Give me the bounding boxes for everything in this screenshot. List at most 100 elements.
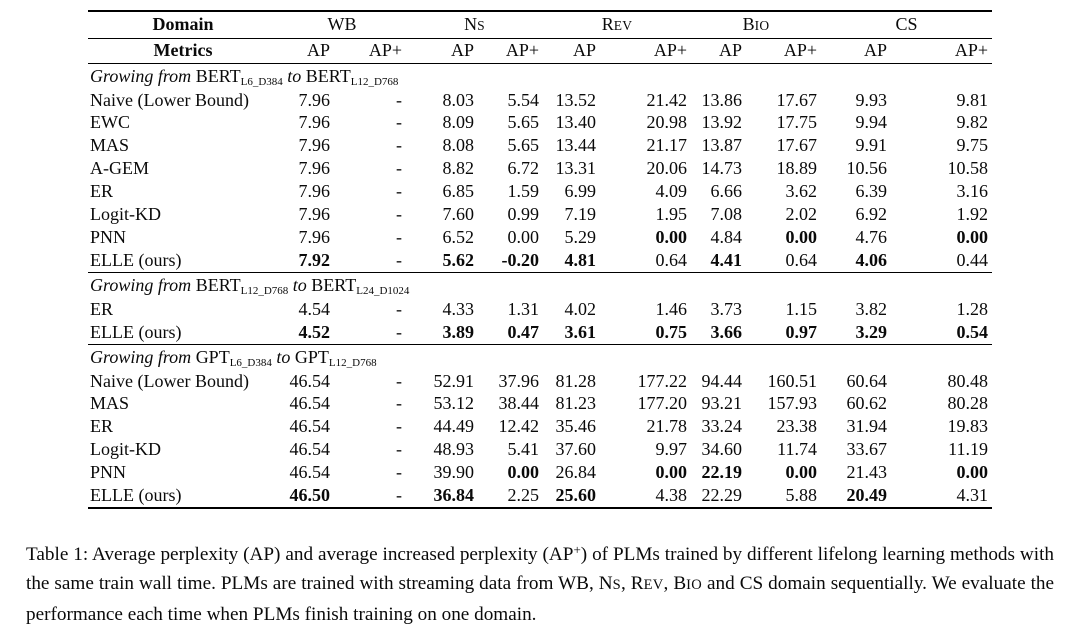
ap-plus-cell: 0.97 <box>785 321 818 342</box>
ap-plus-cell: 4.38 <box>655 485 688 506</box>
ap-plus-cell: 3.16 <box>956 181 989 202</box>
ap-cell: 5.62 <box>442 249 475 270</box>
ap-cell: 21.43 <box>846 462 888 483</box>
model-name: BERT <box>195 274 241 295</box>
ap-plus-cell: - <box>396 321 402 342</box>
group-label-cs: CS <box>895 14 917 34</box>
model-subscript: L12_D768 <box>350 75 399 88</box>
table-row: A-GEM 7.96 - 8.82 6.72 13.31 20.06 14.73 18.89 10… <box>88 157 992 180</box>
group-label-ns-small: S <box>477 18 485 34</box>
metric-header-ap: AP <box>543 38 600 64</box>
ap-cell: 81.28 <box>555 370 597 391</box>
ap-plus-cell: 1.15 <box>785 298 818 319</box>
ap-cell: 13.87 <box>701 135 743 156</box>
ap-plus-cell: 12.42 <box>498 416 540 437</box>
table-row: ELLE (ours) 46.50 - 36.84 2.25 25.60 4.38 22.29… <box>88 484 992 508</box>
ap-cell: 33.24 <box>701 416 743 437</box>
ap-plus-cell: 0.00 <box>785 226 818 247</box>
ap-plus-cell: - <box>396 249 402 270</box>
method-cell: EWC <box>90 112 130 133</box>
group-header-bio: BIO <box>691 11 821 39</box>
ap-plus-cell: 19.83 <box>947 416 989 437</box>
method-cell: ER <box>90 416 114 437</box>
table-row: EWC 7.96 - 8.09 5.65 13.40 20.98 13.92 17.75 9.94… <box>88 111 992 134</box>
caption-smallcaps-small: IO <box>686 577 703 594</box>
group-header-rev: REV <box>543 11 691 39</box>
ap-cell: 3.82 <box>855 298 888 319</box>
metric-header-ap: AP <box>406 38 478 64</box>
metric-header-ap: AP <box>691 38 746 64</box>
ap-plus-cell: - <box>396 370 402 391</box>
ap-cell: 94.44 <box>701 370 743 391</box>
ap-cell: 7.96 <box>298 135 331 156</box>
ap-cell: 7.96 <box>298 181 331 202</box>
ap-cell: 4.52 <box>298 321 331 342</box>
ap-cell: 8.03 <box>442 89 475 110</box>
caption-smallcaps: BIO <box>673 573 702 594</box>
method-cell: PNN <box>90 462 127 483</box>
ap-plus-cell: 1.95 <box>655 204 688 225</box>
ap-plus-cell: 17.75 <box>776 112 818 133</box>
results-table: Domain WB NS REV BIO CS Metrics AP AP+ AP AP+ AP… <box>88 10 992 509</box>
ap-cell: 46.50 <box>289 485 331 506</box>
method-cell: ER <box>90 181 114 202</box>
ap-plus-cell: 1.31 <box>507 298 540 319</box>
ap-cell: 52.91 <box>433 370 475 391</box>
ap-cell: 14.73 <box>701 158 743 179</box>
ap-cell: 4.54 <box>298 298 331 319</box>
model-subscript: L12_D768 <box>240 284 289 297</box>
caption-text: ) of PLMs trained by different lifelong … <box>26 544 1054 595</box>
caption-smallcaps-lead: R <box>630 573 644 595</box>
caption-smallcaps: REV <box>631 573 664 594</box>
ap-cell: 7.96 <box>298 112 331 133</box>
metrics-header-label: Metrics <box>88 38 278 64</box>
ap-plus-cell: 157.93 <box>767 393 818 414</box>
ap-cell: 37.60 <box>555 439 597 460</box>
model-subscript: L6_D384 <box>229 356 272 369</box>
ap-plus-cell: 11.19 <box>948 439 988 460</box>
metric-header-ap-plus: AP+ <box>478 38 543 64</box>
caption-text: , <box>663 573 674 595</box>
metric-header-ap-plus: AP+ <box>334 38 406 64</box>
ap-cell: 48.93 <box>433 439 475 460</box>
domain-header-label: Domain <box>88 11 278 39</box>
model-name: GPT <box>294 346 329 367</box>
ap-cell: 3.89 <box>442 321 475 342</box>
paper-page: Domain WB NS REV BIO CS Metrics AP AP+ AP AP+ AP… <box>26 10 1055 626</box>
ap-plus-cell: 0.00 <box>507 462 540 483</box>
table-row: MAS 7.96 - 8.08 5.65 13.44 21.17 13.87 17.67 9.91… <box>88 134 992 157</box>
ap-cell: 39.90 <box>433 462 475 483</box>
section-title-mid: to <box>282 65 306 86</box>
group-label-wb-lead: WB <box>327 14 357 35</box>
ap-plus-cell: 80.28 <box>947 393 989 414</box>
ap-cell: 93.21 <box>701 393 743 414</box>
caption-text: , <box>621 573 631 595</box>
table-row: ELLE (ours) 4.52 - 3.89 0.47 3.61 0.75 3.66 0.97… <box>88 321 992 344</box>
ap-cell: 8.82 <box>442 158 475 179</box>
ap-plus-cell: - <box>396 204 402 225</box>
ap-cell: 3.61 <box>564 321 597 342</box>
metrics-header-row: Metrics AP AP+ AP AP+ AP AP+ AP AP+ AP AP+ <box>88 38 992 64</box>
ap-plus-cell: 177.20 <box>637 393 688 414</box>
caption-superscript: + <box>573 542 581 558</box>
table-row: MAS 46.54 - 53.12 38.44 81.23 177.20 93.21 157.9… <box>88 392 992 415</box>
ap-plus-cell: 0.44 <box>956 249 989 270</box>
section-title-row: Growing from BERTL6_D384 to BERTL12_D768 <box>88 63 992 89</box>
group-label-cs-lead: CS <box>895 14 918 35</box>
section-title: Growing from BERTL6_D384 to BERTL12_D768 <box>88 63 992 89</box>
domain-header-row: Domain WB NS REV BIO CS <box>88 11 992 39</box>
ap-cell: 46.54 <box>289 462 331 483</box>
ap-cell: 60.64 <box>846 370 888 391</box>
ap-plus-cell: 9.75 <box>956 135 989 156</box>
method-cell: Logit-KD <box>90 439 161 460</box>
ap-cell: 53.12 <box>433 393 475 414</box>
ap-cell: 9.93 <box>855 89 888 110</box>
group-label-wb: WB <box>328 14 357 34</box>
ap-plus-cell: 5.54 <box>507 89 540 110</box>
ap-plus-cell: 9.81 <box>956 89 989 110</box>
method-cell: Naive (Lower Bound) <box>90 89 249 110</box>
caption-smallcaps-small: S <box>612 577 621 594</box>
group-label-rev: REV <box>602 14 633 34</box>
method-cell: ER <box>90 298 114 319</box>
section-title: Growing from GPTL6_D384 to GPTL12_D768 <box>88 343 992 370</box>
